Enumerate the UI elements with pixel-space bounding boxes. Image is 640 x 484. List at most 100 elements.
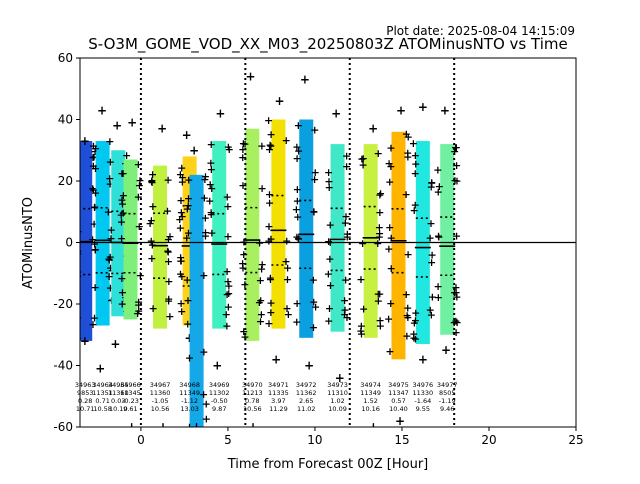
data-point: +: [223, 230, 232, 243]
data-point: +: [176, 251, 185, 264]
data-point: +: [148, 302, 157, 315]
data-point: +: [356, 273, 365, 286]
data-point: +: [340, 294, 349, 307]
stat-std: 11.29: [269, 405, 288, 413]
data-point: +: [176, 268, 185, 281]
data-point: +: [89, 151, 98, 164]
stat-orbit: 34971: [268, 381, 289, 389]
data-point: +: [266, 128, 275, 141]
data-point: +: [451, 286, 460, 299]
stat-std: 10.09: [328, 405, 347, 413]
data-point: +: [452, 159, 461, 172]
data-point: +: [264, 235, 273, 248]
data-point: +: [148, 200, 157, 213]
data-point: +: [134, 295, 143, 308]
data-point: +: [202, 412, 211, 425]
data-point: +: [266, 296, 275, 309]
data-point: +: [177, 270, 186, 283]
outlier-point: +: [368, 420, 378, 434]
stat-average: -0.23: [122, 397, 139, 405]
stat-std: 11.02: [297, 405, 316, 413]
data-point: +: [256, 315, 265, 328]
data-point: +: [264, 317, 273, 330]
data-point: +: [200, 192, 209, 205]
data-point: +: [73, 266, 82, 279]
orbit-points-34970: [245, 128, 260, 341]
stat-average: 0.78: [245, 397, 259, 405]
data-point: +: [452, 291, 461, 304]
outlier-point: +: [331, 106, 341, 120]
stat-average: -1.05: [152, 397, 169, 405]
data-point: +: [207, 138, 216, 151]
x-tick-label: 0: [137, 433, 145, 447]
data-point: +: [374, 287, 383, 300]
data-point: +: [89, 184, 98, 197]
data-point: +: [117, 167, 126, 180]
data-point: +: [90, 201, 99, 214]
data-point: +: [199, 269, 208, 282]
data-point: +: [375, 227, 384, 240]
stat-orbit: 34977: [437, 381, 458, 389]
data-point: +: [178, 175, 187, 188]
data-point: +: [450, 286, 459, 299]
data-point: +: [183, 203, 192, 216]
data-point: +: [104, 253, 113, 266]
data-point: +: [292, 152, 301, 165]
data-point: +: [71, 217, 80, 230]
data-point: +: [207, 206, 216, 219]
data-point: +: [224, 141, 233, 154]
stat-average: 0.28: [78, 397, 92, 405]
data-point: +: [106, 262, 115, 275]
data-point: +: [73, 225, 82, 238]
data-point: +: [452, 141, 461, 154]
orbit-points-34966: [123, 159, 138, 320]
data-point: +: [73, 312, 82, 325]
orbit-points-34975: [391, 131, 406, 360]
stat-number: 11302: [209, 389, 230, 397]
stat-std: 10.58: [93, 405, 112, 413]
y-tick-label: 20: [58, 174, 73, 188]
data-point: +: [266, 306, 275, 319]
orbit-points-34965: [111, 150, 126, 317]
data-point: +: [164, 292, 173, 305]
data-point: +: [434, 230, 443, 243]
data-point: +: [178, 210, 187, 223]
data-point: +: [88, 182, 97, 195]
data-point: +: [256, 274, 265, 287]
orbit-points-34969: [212, 141, 227, 329]
stat-number: 11310: [327, 389, 348, 397]
data-point: +: [164, 255, 173, 268]
data-point: +: [147, 252, 156, 265]
outlier-point: +: [418, 352, 428, 366]
data-point: +: [90, 201, 99, 214]
data-point: +: [402, 127, 411, 140]
data-point: +: [119, 189, 128, 202]
data-point: +: [73, 269, 82, 282]
data-point: +: [238, 143, 247, 156]
stat-orbit: 34968: [179, 381, 200, 389]
data-point: +: [106, 177, 115, 190]
data-point: +: [176, 221, 185, 234]
data-point: +: [106, 250, 115, 263]
stat-average: -1.12: [181, 397, 198, 405]
stat-average: 1.02: [330, 397, 344, 405]
data-point: +: [265, 143, 274, 156]
outlier-point: +: [215, 106, 225, 120]
stat-std: 10.71: [76, 405, 95, 413]
data-point: +: [184, 227, 193, 240]
data-point: +: [165, 230, 174, 243]
x-axis-label: Time from Forecast 00Z [Hour]: [227, 457, 429, 472]
data-point: +: [72, 326, 81, 339]
data-point: +: [409, 332, 418, 345]
data-point: +: [402, 329, 411, 342]
outlier-point: +: [127, 116, 137, 130]
orbit-points-34964: [95, 141, 110, 326]
data-point: +: [201, 226, 210, 239]
data-point: +: [135, 174, 144, 187]
stat-number: 11362: [296, 389, 317, 397]
data-point: +: [182, 231, 191, 244]
stat-std: 10.40: [389, 405, 408, 413]
data-point: +: [342, 149, 351, 162]
stat-orbit: 34964: [92, 381, 113, 389]
